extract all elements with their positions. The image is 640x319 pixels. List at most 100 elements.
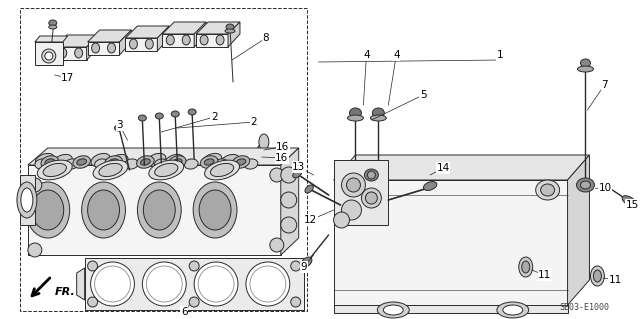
Ellipse shape xyxy=(154,159,168,169)
Polygon shape xyxy=(125,38,157,51)
Ellipse shape xyxy=(202,153,221,167)
Text: 17: 17 xyxy=(61,73,74,83)
Ellipse shape xyxy=(184,159,198,169)
Ellipse shape xyxy=(250,266,286,302)
Ellipse shape xyxy=(591,266,604,286)
Ellipse shape xyxy=(73,156,90,168)
Ellipse shape xyxy=(211,163,234,177)
Ellipse shape xyxy=(199,190,231,230)
Polygon shape xyxy=(228,22,240,47)
Text: 2: 2 xyxy=(251,117,257,127)
Ellipse shape xyxy=(497,302,529,318)
Ellipse shape xyxy=(281,167,297,183)
Text: 16: 16 xyxy=(275,153,289,163)
Polygon shape xyxy=(333,180,568,305)
Ellipse shape xyxy=(371,115,387,121)
Text: 11: 11 xyxy=(609,275,622,285)
Ellipse shape xyxy=(43,163,67,177)
Ellipse shape xyxy=(88,261,97,271)
Text: 4: 4 xyxy=(363,50,370,60)
Ellipse shape xyxy=(257,144,267,160)
Ellipse shape xyxy=(147,153,166,167)
Ellipse shape xyxy=(349,108,362,118)
Ellipse shape xyxy=(383,305,403,315)
Ellipse shape xyxy=(246,262,290,306)
Ellipse shape xyxy=(59,48,67,58)
Ellipse shape xyxy=(45,159,54,165)
Ellipse shape xyxy=(166,35,174,45)
Ellipse shape xyxy=(141,159,150,165)
Ellipse shape xyxy=(281,217,297,233)
Ellipse shape xyxy=(200,156,218,168)
Text: SE03-E1000: SE03-E1000 xyxy=(559,303,609,313)
Ellipse shape xyxy=(35,153,54,167)
Polygon shape xyxy=(86,35,99,60)
Ellipse shape xyxy=(244,159,258,169)
Ellipse shape xyxy=(164,154,184,167)
Ellipse shape xyxy=(168,156,186,168)
Ellipse shape xyxy=(204,159,214,165)
Ellipse shape xyxy=(259,134,269,150)
Polygon shape xyxy=(125,26,169,38)
Ellipse shape xyxy=(91,153,110,167)
Ellipse shape xyxy=(503,305,523,315)
Ellipse shape xyxy=(577,178,595,192)
Ellipse shape xyxy=(372,108,385,118)
Text: 3: 3 xyxy=(116,120,123,130)
Ellipse shape xyxy=(291,261,301,271)
Ellipse shape xyxy=(346,178,360,192)
Ellipse shape xyxy=(378,302,409,318)
Polygon shape xyxy=(35,36,68,42)
Ellipse shape xyxy=(281,192,297,208)
Ellipse shape xyxy=(172,111,179,117)
Text: 11: 11 xyxy=(538,270,551,280)
Ellipse shape xyxy=(367,171,376,179)
Ellipse shape xyxy=(580,59,591,67)
Ellipse shape xyxy=(28,243,42,257)
Ellipse shape xyxy=(88,190,120,230)
Polygon shape xyxy=(281,148,299,255)
Polygon shape xyxy=(28,165,281,255)
Ellipse shape xyxy=(45,52,52,60)
Ellipse shape xyxy=(147,266,182,302)
Ellipse shape xyxy=(92,43,100,53)
Ellipse shape xyxy=(364,169,378,181)
Text: 15: 15 xyxy=(626,200,639,210)
Ellipse shape xyxy=(138,115,147,121)
Ellipse shape xyxy=(156,113,163,119)
Ellipse shape xyxy=(348,115,364,121)
Ellipse shape xyxy=(99,163,122,177)
Polygon shape xyxy=(55,47,86,60)
Ellipse shape xyxy=(49,20,57,26)
Ellipse shape xyxy=(77,159,86,165)
Polygon shape xyxy=(20,175,35,225)
Ellipse shape xyxy=(125,159,138,169)
Ellipse shape xyxy=(342,173,365,197)
Polygon shape xyxy=(77,268,84,300)
Ellipse shape xyxy=(88,297,97,307)
Polygon shape xyxy=(333,160,388,225)
Ellipse shape xyxy=(225,29,235,33)
Ellipse shape xyxy=(91,262,134,306)
Polygon shape xyxy=(196,34,228,47)
Ellipse shape xyxy=(346,184,360,196)
Ellipse shape xyxy=(138,182,181,238)
Ellipse shape xyxy=(75,48,83,58)
Ellipse shape xyxy=(53,154,72,167)
Ellipse shape xyxy=(424,182,437,190)
Ellipse shape xyxy=(301,257,312,267)
Ellipse shape xyxy=(541,184,555,196)
Ellipse shape xyxy=(270,238,284,252)
Ellipse shape xyxy=(129,39,138,49)
Ellipse shape xyxy=(42,49,56,63)
Ellipse shape xyxy=(155,163,178,177)
Polygon shape xyxy=(55,35,99,47)
Ellipse shape xyxy=(292,170,301,178)
Text: 8: 8 xyxy=(262,33,269,43)
Ellipse shape xyxy=(172,159,182,165)
Ellipse shape xyxy=(109,159,118,165)
Ellipse shape xyxy=(216,35,224,45)
Text: 14: 14 xyxy=(436,163,450,173)
Ellipse shape xyxy=(522,261,530,273)
Ellipse shape xyxy=(193,182,237,238)
